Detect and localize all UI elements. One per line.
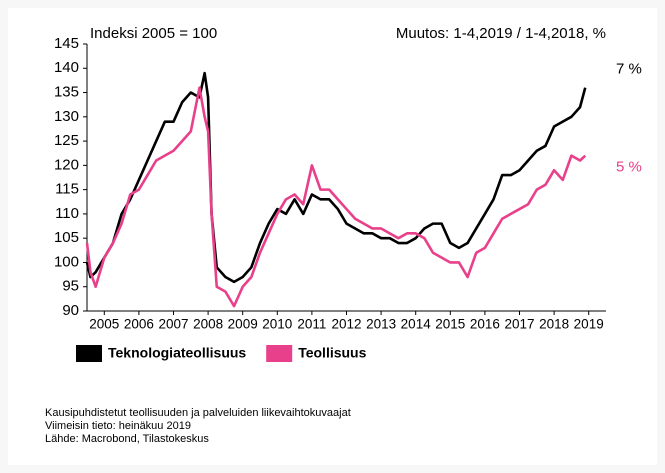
note: Kausipuhdistetut teollisuuden ja palvelu… (45, 407, 351, 419)
x-tick-label: 2017 (504, 317, 534, 332)
legend-swatch (76, 345, 102, 362)
y-tick-label: 90 (62, 302, 79, 319)
end-label: 7 % (616, 61, 642, 78)
legend-swatch (266, 345, 293, 362)
x-tick-label: 2013 (366, 317, 396, 332)
x-tick-label: 2014 (401, 317, 432, 332)
x-tick-label: 2006 (124, 317, 154, 332)
x-tick-label: 2018 (539, 317, 569, 332)
legend-label: Teollisuus (298, 345, 366, 361)
y-tick-label: 115 (55, 181, 79, 198)
y-tick-label: 110 (55, 205, 79, 222)
y-tick-label: 135 (54, 84, 79, 101)
x-tick-label: 2015 (435, 317, 465, 332)
x-tick-label: 2009 (228, 317, 258, 332)
x-tick-label: 2012 (331, 317, 361, 332)
x-tick-label: 2016 (470, 317, 500, 332)
y-tick-label: 140 (54, 59, 79, 76)
panel (8, 8, 657, 465)
y-axis-label: Indeksi 2005 = 100 (90, 25, 217, 42)
x-tick-label: 2010 (262, 317, 292, 332)
y-tick-label: 130 (54, 108, 79, 125)
x-tick-label: 2019 (574, 317, 604, 332)
y-tick-label: 120 (54, 156, 79, 173)
series-line (85, 86, 587, 308)
x-tick-label: 2011 (297, 317, 326, 332)
x-tick-label: 2005 (89, 317, 119, 332)
y-tick-label: 125 (54, 132, 79, 149)
y-tick-label: 95 (62, 278, 79, 295)
subtitle: Muutos: 1-4,2019 / 1-4,2018, % (396, 25, 606, 42)
series-line (85, 71, 587, 284)
end-label: 5 % (616, 159, 642, 176)
x-tick-label: 2007 (158, 317, 188, 332)
note: Viimeisin tieto: heinäkuu 2019 (45, 420, 191, 432)
note: Lähde: Macrobond, Tilastokeskus (45, 433, 209, 445)
x-tick-label: 2008 (193, 317, 223, 332)
y-tick-label: 100 (54, 253, 79, 270)
legend-label: Teknologiateollisuus (108, 345, 246, 361)
y-tick-label: 105 (54, 229, 79, 246)
y-tick-label: 145 (54, 35, 79, 52)
